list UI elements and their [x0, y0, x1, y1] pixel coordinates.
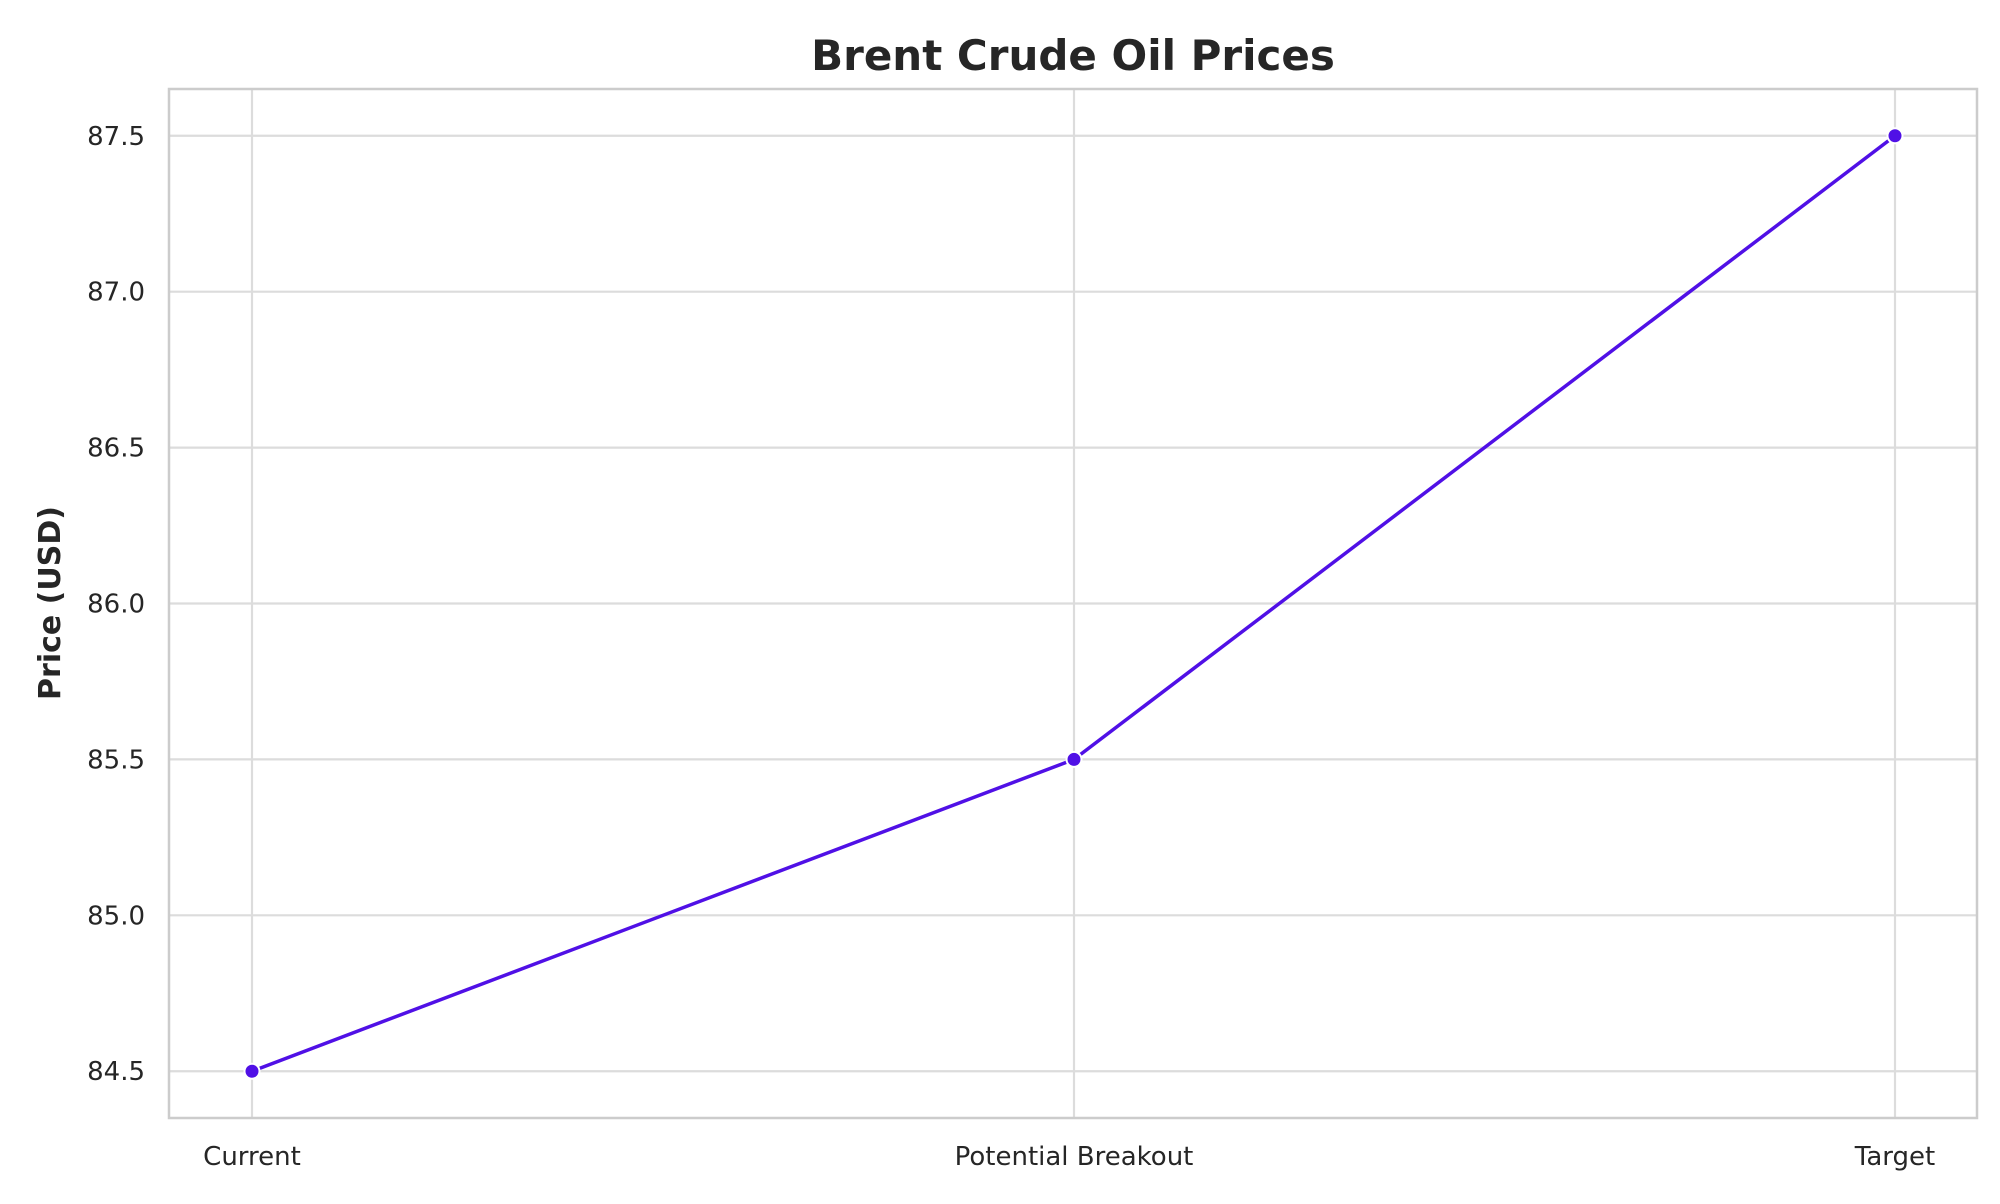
- chart-title: Brent Crude Oil Prices: [811, 31, 1335, 80]
- y-tick-label: 85.5: [87, 745, 145, 775]
- y-tick-label: 86.5: [87, 434, 145, 464]
- x-tick-label: Target: [1854, 1142, 1935, 1172]
- series-layer: [243, 127, 1904, 1080]
- data-point-marker: [1065, 750, 1083, 768]
- y-axis-label: Price (USD): [33, 506, 68, 700]
- y-tick-label: 86.0: [87, 590, 145, 620]
- data-point-marker: [1886, 127, 1904, 145]
- plot-area-frame: [167, 87, 1979, 1120]
- y-axis-ticks: 84.5 85.0 85.5 86.0 86.5 87.0 87.5: [87, 122, 145, 1087]
- grid-layer: [169, 89, 1977, 1118]
- x-axis-ticks: Current Potential Breakout Target: [203, 1142, 1935, 1172]
- y-tick-label: 85.0: [87, 901, 145, 931]
- data-point-marker: [243, 1062, 261, 1080]
- y-tick-label: 87.0: [87, 278, 145, 308]
- y-tick-label: 84.5: [87, 1057, 145, 1087]
- x-tick-label: Current: [203, 1142, 301, 1172]
- y-tick-label: 87.5: [87, 122, 145, 152]
- x-tick-label: Potential Breakout: [955, 1142, 1194, 1172]
